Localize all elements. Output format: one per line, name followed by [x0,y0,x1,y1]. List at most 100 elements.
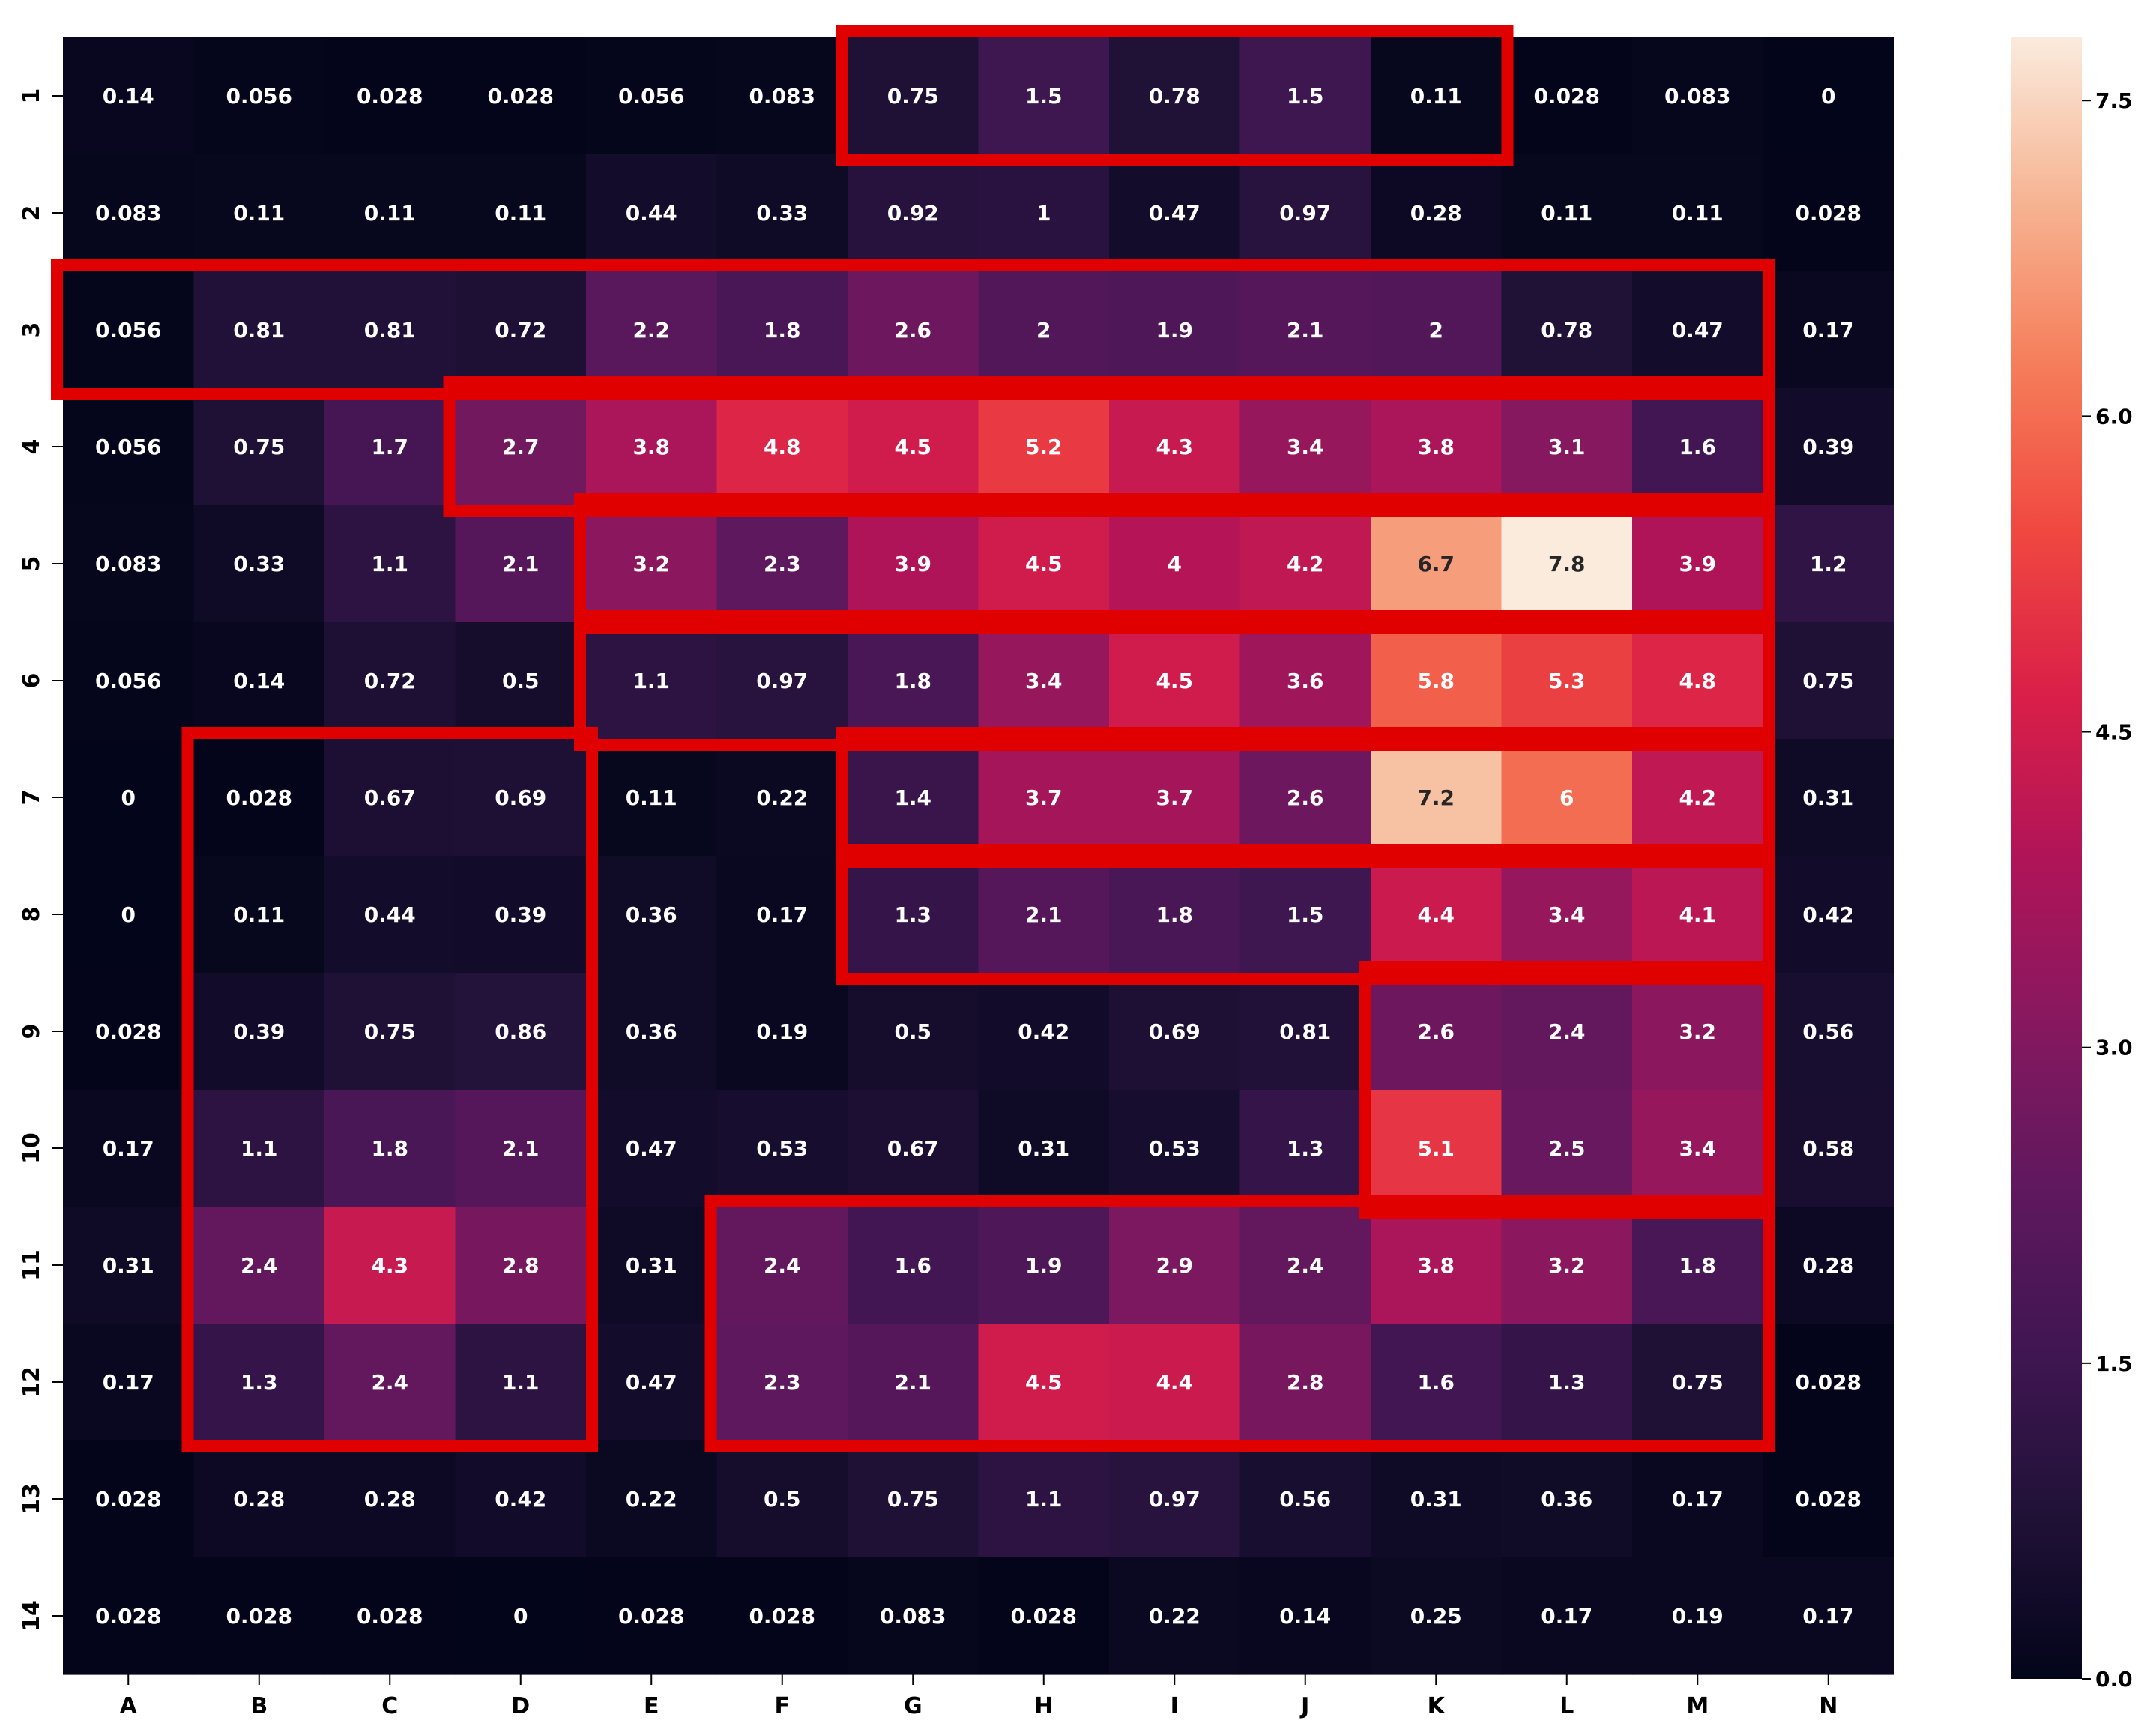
cell-value-label: 2.7 [502,435,540,459]
heatmap-cell [586,1207,718,1324]
heatmap-cell [716,973,848,1090]
cell-value-label: 0.22 [626,1487,677,1512]
heatmap-cell [978,154,1110,272]
cell-value-label: 1.3 [894,902,931,927]
heatmap-cell [1763,37,1894,155]
cell-value-label: 3.4 [1679,1136,1716,1161]
heatmap-cell [1632,388,1764,506]
heatmap-cell [1632,1324,1764,1441]
x-tick-label: E [644,1693,659,1719]
heatmap-cell [63,856,195,974]
heatmap-cell [1763,856,1894,974]
heatmap-cell [1239,1207,1371,1324]
cell-value-label: 0.36 [626,902,677,927]
y-tick-label: 14 [19,1600,45,1632]
cell-value-label: 1.6 [1417,1370,1455,1395]
heatmap-cell [1109,388,1241,506]
cell-value-label: 1.8 [1156,902,1193,927]
heatmap-cell [1632,973,1764,1090]
cell-value-label: 0.75 [1672,1370,1724,1395]
cell-value-label: 0 [513,1604,528,1629]
cell-value-label: 7.8 [1548,552,1586,576]
cell-value-label: 0.056 [95,318,162,343]
heatmap-cell [1501,1557,1633,1675]
heatmap-cell [586,154,718,272]
heatmap-cell [63,37,195,155]
cell-value-label: 0 [121,785,136,810]
cell-value-label: 0.36 [1541,1487,1592,1512]
cell-value-label: 1.5 [1025,84,1063,109]
heatmap-cell [63,1557,195,1675]
heatmap-cell [193,1557,325,1675]
heatmap-cell [848,1207,979,1324]
heatmap-cell [1239,973,1371,1090]
heatmap-cell [1239,622,1371,740]
cell-value-label: 1.1 [502,1370,540,1395]
heatmap-cell [586,1324,718,1441]
cell-value-label: 0.28 [1410,201,1462,226]
cell-value-label: 3.1 [1548,435,1586,459]
cell-value-label: 2.3 [764,1370,801,1395]
highlight-regions [51,25,1775,1452]
heatmap-cell [1371,1557,1503,1675]
cell-value-label: 2.1 [502,1136,540,1161]
cell-value-label: 0.19 [1672,1604,1724,1629]
cell-value-label: 2.4 [764,1253,801,1278]
heatmap-cell [455,154,587,272]
cell-value-label: 3.9 [1679,552,1716,576]
colorbar-tick-label: 3.0 [2095,1036,2133,1060]
heatmap-cell [978,622,1110,740]
heatmap-cell [1109,622,1241,740]
heatmap-cell [1239,856,1371,974]
heatmap-cell [1501,622,1633,740]
cell-value-label: 0.17 [1802,1604,1854,1629]
cell-value-label: 0.028 [95,1487,162,1512]
cell-value-label: 0.11 [626,785,677,810]
heatmap-cell [1632,856,1764,974]
heatmap-cell [1763,388,1894,506]
heatmap-cell [848,1324,979,1441]
heatmap-cell [1763,622,1894,740]
cell-value-label: 1.5 [1287,902,1324,927]
cell-value-label: 3.2 [1548,1253,1586,1278]
heatmap-cell [193,1324,325,1441]
colorbar-tick-label: 0.0 [2095,1667,2133,1692]
cell-value-label: 3.4 [1287,435,1324,459]
heatmap-cell [324,1557,456,1675]
heatmap-cell [455,271,587,389]
cell-value-label: 0.28 [364,1487,416,1512]
heatmap-cell [1371,505,1503,623]
heatmap-cell [193,1440,325,1558]
heatmap-cell [586,739,718,857]
heatmap-cell [848,505,979,623]
cell-value-label: 0.11 [233,902,285,927]
heatmap-cell [978,505,1110,623]
cell-value-label: 0.17 [103,1370,154,1395]
heatmap-cell [1239,1557,1371,1675]
heatmap-cell [1632,622,1764,740]
cell-value-label: 0.69 [1149,1019,1201,1044]
cell-value-label: 1.1 [241,1136,278,1161]
heatmap-cell [455,37,587,155]
cell-value-label: 2.4 [371,1370,408,1395]
heatmap-cell [193,154,325,272]
cell-value-label: 3.8 [1417,435,1455,459]
cell-value-label: 0.11 [495,201,546,226]
highlight-region [704,1195,1775,1452]
cell-value-label: 0.92 [887,201,939,226]
cell-value-label: 0.19 [756,1019,808,1044]
heatmap-cell [1371,622,1503,740]
cell-value-label: 0.56 [1279,1487,1331,1512]
heatmap-cell [586,856,718,974]
highlight-region [836,727,1775,868]
cell-value-label: 0.11 [1672,201,1724,226]
heatmap-cell [1109,1557,1241,1675]
heatmap-cell [324,739,456,857]
cell-value-label: 1.8 [371,1136,408,1161]
cell-value-label: 2.3 [764,552,801,576]
heatmap-cell [848,973,979,1090]
heatmap-cell [63,973,195,1090]
heatmap-cell [63,388,195,506]
cell-value-label: 0.53 [756,1136,808,1161]
